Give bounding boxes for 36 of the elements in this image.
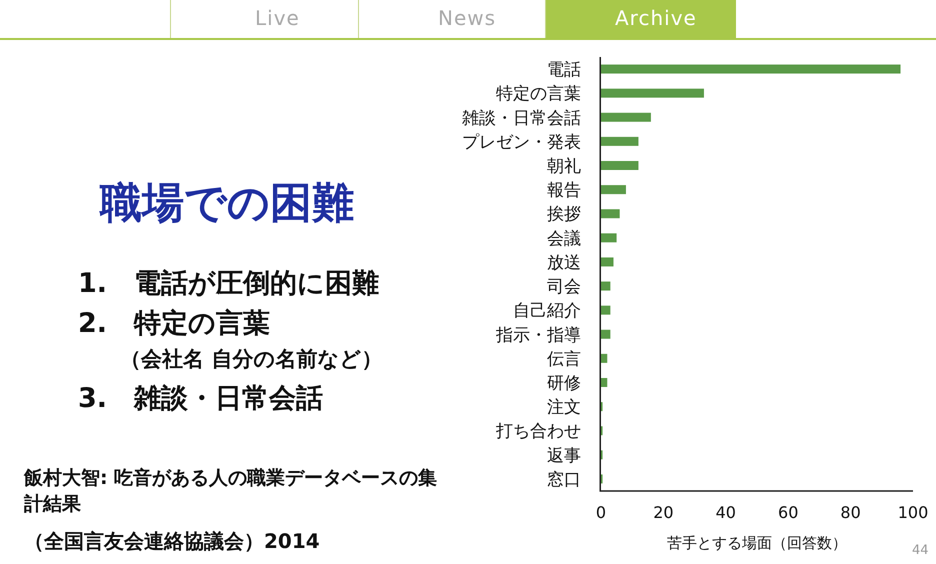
x-tick-label: 100 — [898, 503, 928, 522]
x-tick-label: 60 — [778, 503, 798, 522]
y-tick-label: 司会 — [547, 277, 581, 298]
annotation: Live — [255, 6, 300, 30]
annotation: （会社名 自分の名前など） — [120, 346, 382, 373]
y-tick-label: 伝言 — [547, 349, 581, 370]
y-tick-label: 特定の言葉 — [496, 84, 581, 104]
y-tick-label: 挨拶 — [547, 204, 581, 225]
y-tick-label: 電話 — [547, 60, 581, 80]
y-tick-label: 自己紹介 — [513, 301, 581, 322]
annotation: 1. 電話が圧倒的に困難 — [78, 267, 380, 301]
annotation: （全国言友会連絡協議会）2014 — [24, 528, 320, 555]
y-tick-label: 会議 — [547, 228, 581, 249]
y-tick-label: 研修 — [547, 374, 581, 394]
y-tick-label: プレゼン・発表 — [462, 132, 581, 152]
y-tick-label: 放送 — [547, 252, 581, 273]
y-tick-label: 指示・指導 — [495, 325, 581, 346]
annotation: Archive — [615, 6, 697, 30]
y-tick-label: 返事 — [547, 446, 581, 466]
annotation: 3. 雑談・日常会話 — [78, 382, 324, 416]
annotation: 飯村大智: 吃音がある人の職業データベースの集計結果 — [24, 466, 438, 517]
annotation: 2. 特定の言葉 — [78, 307, 270, 341]
y-tick-label: 雑談・日常会話 — [462, 108, 581, 128]
y-tick-label: 窓口 — [547, 470, 581, 490]
x-tick-label: 20 — [653, 503, 674, 522]
y-tick-label: 朝礼 — [547, 156, 581, 176]
x-tick-label: 40 — [716, 503, 736, 522]
y-tick-label: 打ち合わせ — [495, 422, 581, 442]
x-tick-label: 80 — [840, 503, 861, 522]
y-tick-label: 報告 — [547, 180, 581, 201]
annotation: News — [438, 6, 496, 30]
annotation: 44 — [912, 543, 929, 558]
y-tick-label: 注文 — [547, 398, 581, 418]
x-tick-label: 0 — [596, 503, 606, 522]
x-axis-title: 苦手とする場面（回答数） — [667, 534, 847, 552]
title: 職場での困難 — [100, 177, 354, 229]
